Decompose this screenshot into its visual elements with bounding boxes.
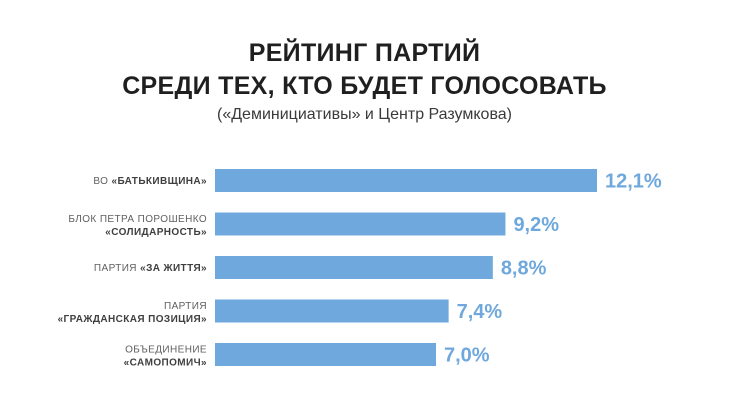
- bar: [215, 256, 493, 279]
- bar: [215, 169, 597, 192]
- category-label: ОБЪЕДИНЕНИЕ: [125, 345, 207, 356]
- category-label: ПАРТИЯ «ЗА ЖИТТЯ»: [94, 263, 207, 274]
- bar: [215, 212, 506, 236]
- category-label: ВО «БАТЬКИВЩИНА»: [93, 176, 207, 187]
- bar-value-label: 9,2%: [513, 214, 559, 236]
- bar-value-label: 8,8%: [501, 258, 547, 280]
- category-label: ПАРТИЯ: [164, 301, 207, 312]
- chart-subtitle: («Деминициативы» и Центр Разумкова): [216, 106, 512, 123]
- bar-value-label: 7,0%: [444, 345, 490, 367]
- bar: [215, 299, 449, 323]
- category-label: «ГРАЖДАНСКАЯ ПОЗИЦИЯ»: [58, 314, 207, 325]
- bar-value-label: 7,4%: [457, 301, 503, 323]
- chart-title-line-1: РЕЙТИНГ ПАРТИЙ: [248, 39, 481, 67]
- bar: [215, 343, 436, 366]
- category-label: «СОЛИДАРНОСТЬ»: [105, 227, 207, 238]
- chart-title-line-2: СРЕДИ ТЕХ, КТО БУДЕТ ГОЛОСОВАТЬ: [122, 72, 607, 100]
- bar-value-label: 12,1%: [605, 171, 662, 193]
- category-label: «САМОПОМИЧ»: [124, 358, 207, 369]
- category-label: БЛОК ПЕТРА ПОРОШЕНКО: [68, 214, 207, 225]
